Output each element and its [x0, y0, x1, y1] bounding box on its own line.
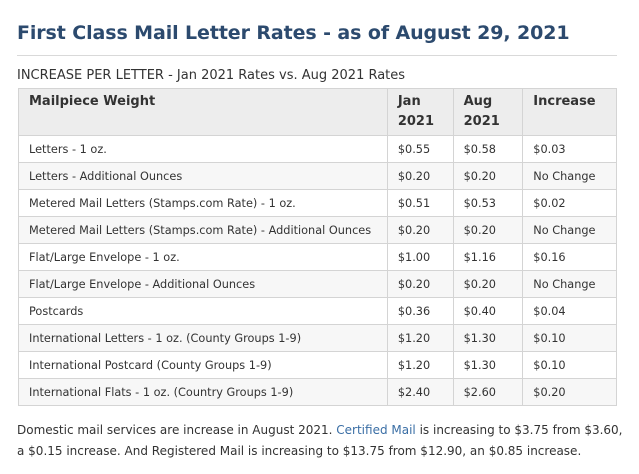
cell-weight: International Letters - 1 oz. (County Gr…	[18, 324, 388, 352]
table-row: Metered Mail Letters (Stamps.com Rate) -…	[18, 189, 617, 217]
cell-increase: $0.03	[522, 135, 617, 163]
cell-aug-rate: $0.40	[452, 297, 524, 325]
header-aug-month: Aug	[463, 94, 493, 109]
cell-increase: $0.20	[522, 378, 617, 406]
table-caption: INCREASE PER LETTER - Jan 2021 Rates vs.…	[17, 68, 406, 83]
cell-jan-rate: $0.20	[386, 216, 454, 244]
cell-jan-rate: $0.20	[386, 162, 454, 190]
header-jan-month: Jan	[397, 94, 421, 109]
cell-aug-rate: $0.53	[452, 189, 524, 217]
cell-weight: Postcards	[18, 297, 388, 325]
table-header-row: Mailpiece Weight Jan 2021 Aug 2021 Incre…	[18, 88, 617, 136]
cell-increase: $0.02	[522, 189, 617, 217]
header-jan-2021: Jan 2021	[386, 88, 454, 136]
cell-weight: Letters - 1 oz.	[18, 135, 388, 163]
footnote-text-start: Domestic mail services are increase in A…	[17, 423, 337, 437]
table-row: International Flats - 1 oz. (Country Gro…	[18, 378, 617, 406]
cell-increase: $0.10	[522, 351, 617, 379]
cell-weight: International Flats - 1 oz. (Country Gro…	[18, 378, 388, 406]
cell-aug-rate: $1.30	[452, 324, 524, 352]
cell-jan-rate: $1.20	[386, 324, 454, 352]
cell-increase: No Change	[522, 162, 617, 190]
cell-jan-rate: $0.36	[386, 297, 454, 325]
table-row: Metered Mail Letters (Stamps.com Rate) -…	[18, 216, 617, 244]
cell-weight: Flat/Large Envelope - Additional Ounces	[18, 270, 388, 298]
cell-jan-rate: $0.20	[386, 270, 454, 298]
header-aug-2021: Aug 2021	[452, 88, 524, 136]
header-mailpiece-weight: Mailpiece Weight	[18, 88, 388, 136]
cell-increase: No Change	[522, 216, 617, 244]
cell-aug-rate: $1.30	[452, 351, 524, 379]
table-row: International Postcard (County Groups 1-…	[18, 351, 617, 379]
page-title: First Class Mail Letter Rates - as of Au…	[17, 22, 570, 44]
footnote-paragraph: Domestic mail services are increase in A…	[17, 420, 627, 462]
cell-weight: Letters - Additional Ounces	[18, 162, 388, 190]
cell-aug-rate: $0.58	[452, 135, 524, 163]
header-increase: Increase	[522, 88, 617, 136]
table-row: International Letters - 1 oz. (County Gr…	[18, 324, 617, 352]
table-row: Flat/Large Envelope - 1 oz. $1.00 $1.16 …	[18, 243, 617, 271]
title-divider	[17, 55, 617, 56]
certified-mail-link[interactable]: Certified Mail	[336, 423, 416, 437]
cell-weight: Metered Mail Letters (Stamps.com Rate) -…	[18, 189, 388, 217]
cell-increase: $0.04	[522, 297, 617, 325]
table-row: Postcards $0.36 $0.40 $0.04	[18, 297, 617, 325]
cell-jan-rate: $0.51	[386, 189, 454, 217]
table-row: Letters - 1 oz. $0.55 $0.58 $0.03	[18, 135, 617, 163]
cell-aug-rate: $0.20	[452, 162, 524, 190]
cell-jan-rate: $2.40	[386, 378, 454, 406]
cell-weight: Flat/Large Envelope - 1 oz.	[18, 243, 388, 271]
cell-weight: Metered Mail Letters (Stamps.com Rate) -…	[18, 216, 388, 244]
cell-jan-rate: $0.55	[386, 135, 454, 163]
footnote-text-end: is increasing to $3.75 from $3.60, a $0.…	[17, 423, 623, 458]
table-row: Flat/Large Envelope - Additional Ounces …	[18, 270, 617, 298]
cell-jan-rate: $1.20	[386, 351, 454, 379]
cell-aug-rate: $0.20	[452, 270, 524, 298]
cell-aug-rate: $2.60	[452, 378, 524, 406]
header-jan-year: 2021	[397, 114, 435, 129]
cell-increase: $0.10	[522, 324, 617, 352]
header-aug-year: 2021	[463, 114, 500, 129]
cell-weight: International Postcard (County Groups 1-…	[18, 351, 388, 379]
cell-increase: No Change	[522, 270, 617, 298]
cell-increase: $0.16	[522, 243, 617, 271]
cell-aug-rate: $1.16	[452, 243, 524, 271]
cell-aug-rate: $0.20	[452, 216, 524, 244]
cell-jan-rate: $1.00	[386, 243, 454, 271]
rates-table: Mailpiece Weight Jan 2021 Aug 2021 Incre…	[18, 88, 617, 406]
table-row: Letters - Additional Ounces $0.20 $0.20 …	[18, 162, 617, 190]
